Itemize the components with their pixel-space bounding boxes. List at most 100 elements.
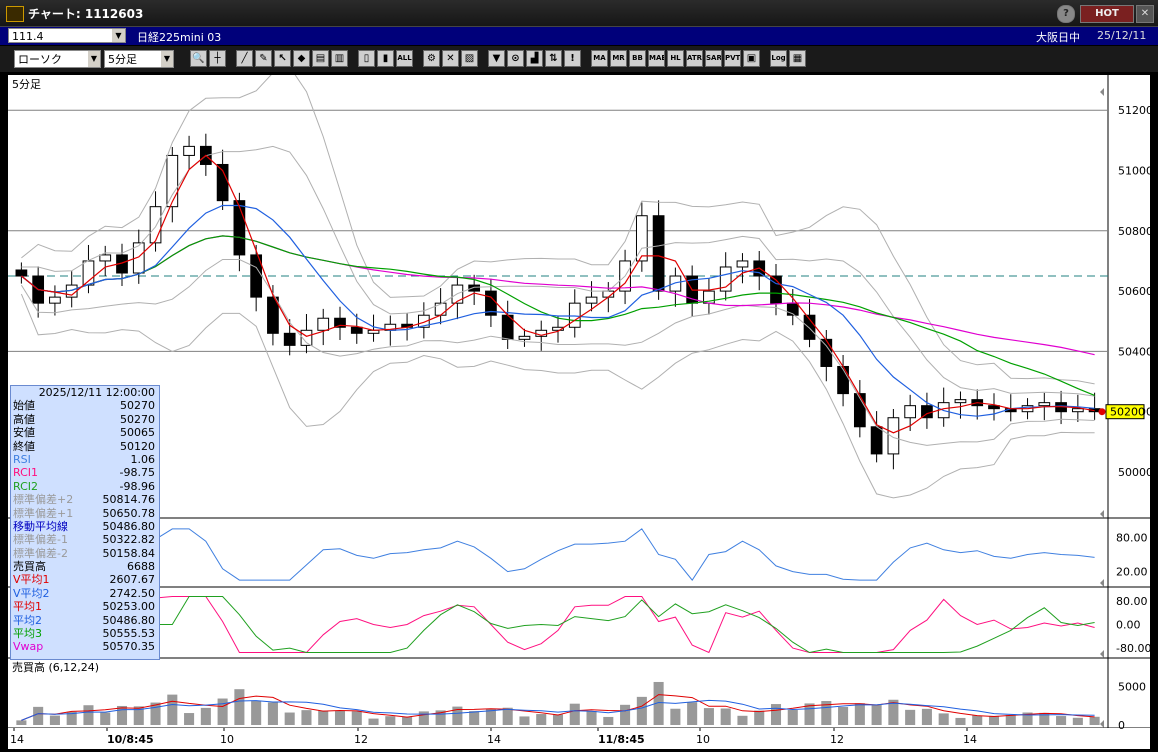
candle-body: [267, 296, 279, 334]
info-value: 50270: [120, 399, 155, 413]
volume-bar: [83, 705, 94, 725]
candle-icon[interactable]: ▯: [358, 50, 375, 67]
volume-bar: [217, 698, 228, 725]
info-row: 売買高 6688: [11, 560, 159, 573]
frame-icon[interactable]: ▣: [743, 50, 760, 67]
rci-tick-label: 0.00: [1116, 619, 1141, 632]
candle-body: [132, 242, 145, 274]
volume-bar: [1005, 714, 1016, 725]
volume-bar: [452, 706, 463, 725]
interval-select[interactable]: 5分足 ▼: [104, 50, 174, 68]
info-value: -98.96: [119, 479, 155, 493]
info-datetime: 2025/12/11 12:00:00: [38, 386, 155, 399]
info-row: V平均2 2742.50: [11, 587, 159, 600]
mr-icon[interactable]: MR: [610, 50, 627, 67]
volume-bar: [871, 704, 882, 725]
volume-bar: [955, 717, 966, 725]
info-row: RCI1 -98.75: [11, 466, 159, 479]
search-chart-icon[interactable]: ⊙: [507, 50, 524, 67]
time-tick-label: 14: [10, 733, 24, 746]
info-row: 平均2 50486.80: [11, 614, 159, 627]
chart-icon[interactable]: ▟: [526, 50, 543, 67]
volume-bar: [770, 704, 782, 725]
export-icon[interactable]: ▦: [789, 50, 806, 67]
window-titlebar: チャート: 1112603 ? HOT ✕: [0, 0, 1158, 27]
palette-icon[interactable]: ▨: [461, 50, 478, 67]
candle-body: [552, 326, 564, 331]
volume-bar: [687, 702, 698, 725]
bollinger-band: [21, 66, 1095, 385]
cursor-icon[interactable]: ┼: [209, 50, 226, 67]
pen-icon[interactable]: ✎: [255, 50, 272, 67]
candle-body: [853, 393, 866, 428]
exclamation-icon[interactable]: !: [564, 50, 581, 67]
candle-body: [283, 332, 296, 346]
window-title: チャート: 1112603: [28, 7, 144, 21]
volume-bar: [502, 707, 513, 725]
price-tick-label: 50800: [1118, 225, 1150, 238]
candle-body: [887, 417, 900, 455]
volume-bar: [569, 703, 580, 725]
info-row: 終値 50120: [11, 440, 159, 453]
hl-icon[interactable]: HL: [667, 50, 684, 67]
candle-body: [719, 266, 732, 292]
close-button[interactable]: ✕: [1136, 5, 1154, 23]
tools-icon[interactable]: ✕: [442, 50, 459, 67]
fill-icon[interactable]: ◆: [293, 50, 310, 67]
draw-line-icon[interactable]: ╱: [236, 50, 253, 67]
chart-type-select[interactable]: ローソク ▼: [14, 50, 101, 68]
info-value: 50120: [120, 439, 155, 453]
volume-bar: [804, 703, 815, 725]
volume-bar: [251, 700, 262, 725]
symbol-code-select[interactable]: 111.4 ▼: [8, 28, 126, 43]
zoom-icon[interactable]: 🔍: [190, 50, 207, 67]
help-button[interactable]: ?: [1057, 5, 1075, 23]
info-value: 50814.76: [102, 493, 156, 507]
ma-short-line: [21, 154, 1095, 434]
settings-icon[interactable]: ⚙: [423, 50, 440, 67]
volume-bar: [485, 708, 496, 725]
volume-bar: [988, 715, 1000, 725]
document-icon[interactable]: ▤: [312, 50, 329, 67]
rci-tick-label: -80.00: [1116, 642, 1150, 655]
price-tick-label: 51000: [1118, 165, 1150, 178]
volume-bar: [603, 716, 614, 725]
atr-icon[interactable]: ATR: [686, 50, 703, 67]
candle-body: [837, 365, 849, 395]
candle-body: [334, 317, 346, 328]
mae-icon[interactable]: MAE: [648, 50, 665, 67]
chevron-down-icon[interactable]: ▼: [88, 51, 100, 67]
alert-icon[interactable]: ▼: [488, 50, 505, 67]
chevron-down-icon[interactable]: ▼: [161, 51, 173, 67]
candle2-icon[interactable]: ▮: [377, 50, 394, 67]
time-tick-label: 10: [696, 733, 710, 746]
trash-icon[interactable]: ▥: [331, 50, 348, 67]
compare-icon[interactable]: ⇅: [545, 50, 562, 67]
log-icon[interactable]: Log: [770, 50, 787, 67]
candle-body: [652, 215, 665, 292]
bb-icon[interactable]: BB: [629, 50, 646, 67]
volume-bar: [821, 701, 832, 725]
info-row: V平均1 2607.67: [11, 573, 159, 586]
candle-body: [1038, 402, 1051, 407]
all-icon[interactable]: ALL: [396, 50, 413, 67]
candle-body: [585, 296, 598, 304]
chevron-down-icon[interactable]: ▼: [112, 29, 125, 42]
arrow-icon[interactable]: ↖: [274, 50, 291, 67]
price-tick-label: 50400: [1118, 345, 1150, 358]
scroll-arrow-icon: [1100, 579, 1104, 587]
sar-icon[interactable]: SAR: [705, 50, 722, 67]
chart-area[interactable]: 512005100050800506005040050200500005分足50…: [8, 66, 1153, 749]
pvt-icon[interactable]: PVT: [724, 50, 741, 67]
ma-icon[interactable]: MA: [591, 50, 608, 67]
info-value: 2607.67: [109, 573, 156, 587]
candle-body: [904, 405, 917, 419]
hot-button[interactable]: HOT: [1080, 5, 1134, 23]
info-key: 標準偏差-1: [13, 533, 68, 547]
info-key: 標準偏差+1: [13, 506, 74, 520]
current-price-label: 50200: [1110, 406, 1145, 419]
volume-tick-label: 0: [1118, 719, 1125, 732]
price-tick-label: 50000: [1118, 466, 1150, 479]
info-row: Vwap 50570.35: [11, 640, 159, 653]
chart-canvas[interactable]: 512005100050800506005040050200500005分足50…: [8, 66, 1153, 749]
